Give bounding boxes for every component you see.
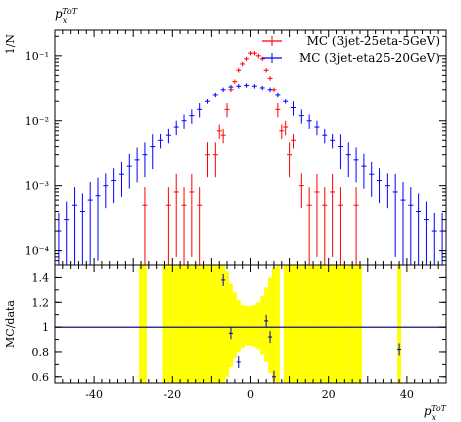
band-segment (142, 265, 147, 383)
y-tick-label: 10⁻³ (25, 180, 49, 193)
ratio-y-tick-label: 1 (42, 321, 49, 334)
ratio-y-tick-label: 1.2 (32, 296, 50, 309)
y-axis-label: 1/N (4, 34, 17, 55)
band-segment (315, 265, 319, 383)
x-tick-label: 20 (322, 388, 336, 401)
chart-title: pxToT (55, 7, 78, 25)
band-segment (244, 305, 249, 346)
band-segment (201, 265, 206, 383)
x-tick-label: 40 (400, 388, 414, 401)
band-segment (358, 265, 362, 383)
band-segment (299, 265, 304, 383)
band-segment (197, 265, 202, 383)
x-tick-label: -40 (85, 388, 103, 401)
band-segment (268, 277, 273, 374)
band-segment (330, 265, 335, 383)
band-segment (209, 265, 214, 383)
band-segment (303, 265, 308, 383)
title-text: pxToT (55, 7, 78, 25)
band-segment (240, 304, 245, 349)
ratio-y-tick-label: 0.6 (32, 371, 50, 384)
ratio-y-axis-label: MC/data (4, 300, 17, 348)
band-segment (225, 271, 229, 377)
ratio-y-tick-label: 1.4 (32, 271, 50, 284)
main-frame (54, 29, 447, 266)
band-segment (275, 265, 280, 383)
x-axis-label: pxToT (424, 404, 447, 422)
main-panel: 10⁻⁴ 10⁻³ 10⁻² 10⁻¹ 1/N (4, 29, 447, 266)
band-segment (232, 292, 237, 359)
legend-label: MC (3jet-25eta-5GeV) (307, 34, 440, 48)
band-segment (252, 304, 257, 347)
band-segment (311, 265, 316, 383)
band-segment (185, 265, 190, 383)
band-segment (205, 265, 210, 383)
band-segment (326, 265, 331, 383)
band-segment (228, 283, 233, 367)
band-segment (318, 265, 323, 383)
band-segment (346, 265, 351, 383)
series-blue (56, 83, 445, 265)
legend-label: MC (3jet-eta25-20GeV) (299, 51, 440, 65)
band-segment (221, 265, 226, 383)
y-tick-label: 10⁻¹ (25, 50, 49, 63)
band-segment (139, 265, 143, 383)
ratio-band (139, 265, 402, 383)
band-segment (162, 265, 167, 383)
y-tick-label: 10⁻⁴ (25, 245, 50, 258)
band-segment (295, 265, 300, 383)
legend-item: MC (3jet-eta25-20GeV) (262, 51, 440, 65)
band-segment (342, 265, 347, 383)
band-segment (260, 296, 265, 355)
ratio-panel: -40 -20 0 20 40 0.6 0.8 1 1.2 1.4 MC/data pxToT (4, 264, 447, 422)
band-segment (272, 267, 276, 381)
band-segment (334, 265, 339, 383)
band-segment (322, 265, 327, 383)
x-tick-label: -20 (163, 388, 181, 401)
band-segment (307, 265, 312, 383)
band-segment (236, 299, 241, 352)
band-segment (213, 265, 218, 383)
band-segment (178, 265, 183, 383)
band-segment (354, 265, 359, 383)
legend-item: MC (3jet-25eta-5GeV) (262, 34, 440, 48)
band-segment (174, 265, 179, 383)
band-segment (287, 265, 292, 383)
band-segment (248, 305, 253, 346)
band-segment (397, 265, 402, 383)
band-segment (338, 265, 343, 383)
legend: MC (3jet-25eta-5GeV) MC (3jet-eta25-20GeV… (262, 34, 440, 65)
band-segment (350, 265, 355, 383)
band-segment (256, 302, 261, 350)
ratio-y-tick-label: 0.8 (32, 346, 50, 359)
band-segment (166, 265, 171, 383)
y-tick-label: 10⁻² (25, 115, 49, 128)
band-segment (283, 265, 288, 383)
band-segment (182, 265, 186, 383)
band-segment (189, 265, 194, 383)
series-red (142, 50, 359, 265)
band-segment (170, 265, 175, 383)
band-segment (217, 265, 222, 383)
band-segment (291, 265, 296, 383)
x-tick-label: 0 (247, 388, 254, 401)
band-segment (193, 265, 198, 383)
